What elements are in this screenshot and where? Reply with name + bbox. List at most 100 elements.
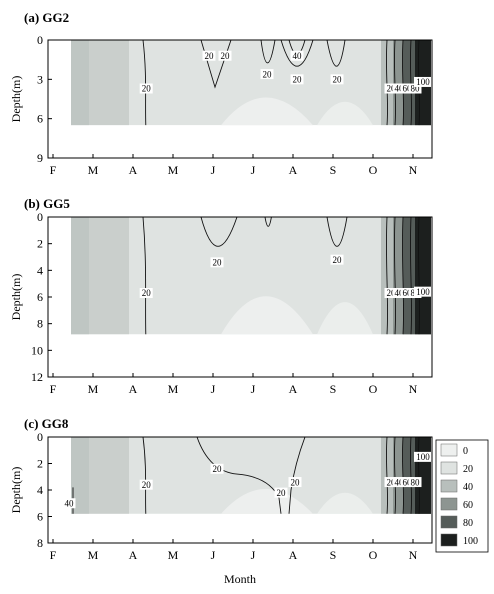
contour-label-bg: [62, 498, 76, 509]
contour-dip: [264, 217, 272, 227]
contour-label: 20: [387, 477, 397, 487]
contour-label-bg: [288, 477, 302, 488]
legend-swatch: [440, 479, 458, 493]
contour-label: 20: [142, 480, 152, 490]
contour-label-bg: [210, 257, 224, 268]
y-tick-label: 8: [37, 536, 43, 550]
x-tick-label: M: [88, 548, 99, 562]
x-tick-label: A: [289, 163, 298, 177]
field-light-patch: [221, 488, 313, 514]
x-tick-label: S: [330, 382, 337, 396]
x-tick-label: A: [289, 548, 298, 562]
y-axis-label: Depth(m): [9, 274, 23, 321]
contour-label: 20: [213, 464, 223, 474]
x-tick-label: N: [409, 382, 418, 396]
x-tick-label: J: [251, 548, 256, 562]
contour-label-bg: [408, 83, 422, 94]
contour-label: 20: [387, 288, 397, 298]
contour-label: 20: [142, 288, 152, 298]
contour-label: 40: [65, 498, 75, 508]
contour-label-bg: [202, 50, 216, 61]
contour-label-bg: [414, 451, 432, 462]
y-tick-label: 8: [37, 317, 43, 331]
legend-label: 100: [463, 536, 478, 547]
contour-label: 80: [411, 477, 421, 487]
legend-label: 80: [463, 518, 473, 529]
contour-label: 20: [387, 84, 397, 94]
panel-2: 20202020406080100024681012FMAMJJASON(b) …: [9, 196, 433, 396]
contour-label-bg: [218, 50, 232, 61]
contour-label: 20: [221, 51, 231, 61]
field-left-edge: [71, 437, 89, 514]
contour-label-bg: [392, 288, 406, 298]
y-tick-label: 6: [37, 510, 43, 524]
x-tick-label: M: [88, 163, 99, 177]
contour-label: 20: [263, 69, 273, 79]
contour-label: 60: [403, 84, 413, 94]
contour-label-bg: [392, 477, 406, 488]
contour-line-right-2: [401, 217, 405, 335]
y-tick-label: 2: [37, 457, 43, 471]
legend-box: [435, 439, 489, 553]
legend-label: 40: [463, 482, 473, 493]
x-tick-label: A: [129, 163, 138, 177]
contour-line-right-3: [409, 217, 413, 335]
contour-dip: [326, 40, 346, 67]
y-tick-label: 12: [31, 370, 43, 384]
contour-dip: [326, 217, 348, 247]
contour-label-bg: [139, 288, 153, 298]
y-tick-label: 0: [37, 33, 43, 47]
legend-label: 0: [463, 446, 468, 457]
y-tick-label: 4: [37, 483, 43, 497]
x-tick-label: F: [50, 163, 57, 177]
legend-swatch: [440, 533, 458, 547]
contour-label-bg: [290, 50, 304, 61]
contour-label-bg: [384, 288, 398, 298]
field-band-3: [415, 217, 431, 335]
contour-label-bg: [400, 288, 414, 298]
contour-label-bg: [330, 254, 344, 265]
contour-line-right-1: [393, 217, 397, 335]
contour-label: 20: [142, 84, 152, 94]
legend-swatch: [440, 443, 458, 457]
x-axis-label: Month: [224, 572, 256, 586]
x-tick-label: F: [50, 382, 57, 396]
data-field: [71, 40, 431, 126]
field-left-edge: [71, 217, 89, 335]
y-tick-label: 0: [37, 210, 43, 224]
contour-label-bg: [290, 74, 304, 85]
contour-label-bg: [400, 83, 414, 94]
contour-label-bg: [400, 477, 414, 488]
plot-frame: [47, 39, 433, 159]
y-tick-label: 6: [37, 112, 43, 126]
x-tick-label: M: [88, 382, 99, 396]
contour-label-bg: [384, 83, 398, 94]
x-tick-label: F: [50, 548, 57, 562]
contour-label: 40: [395, 84, 405, 94]
contour-line: [142, 217, 147, 335]
contour-label-bg: [414, 76, 432, 87]
x-tick-label: M: [168, 382, 179, 396]
contour-label: 60: [403, 288, 413, 298]
field-light-patch-2: [317, 302, 373, 335]
field-light-patch-2: [317, 101, 373, 126]
contour-label-bg: [330, 74, 344, 85]
contour-label-bg: [139, 83, 153, 94]
x-tick-label: J: [211, 163, 216, 177]
data-field: [71, 437, 431, 514]
x-tick-label: O: [369, 163, 378, 177]
contour-label: 20: [205, 51, 215, 61]
contour-dip: [280, 40, 314, 67]
legend-swatch: [440, 497, 458, 511]
contour-label: 20: [213, 258, 223, 268]
contour-label-bg: [274, 487, 288, 498]
contour-label: 100: [416, 452, 430, 462]
contour-dip: [260, 40, 276, 64]
y-tick-label: 10: [31, 343, 43, 357]
contour-label-bg: [210, 463, 224, 474]
contour-dip: [196, 437, 282, 514]
field-light-patch-2: [317, 492, 373, 514]
y-tick-label: 4: [37, 263, 43, 277]
